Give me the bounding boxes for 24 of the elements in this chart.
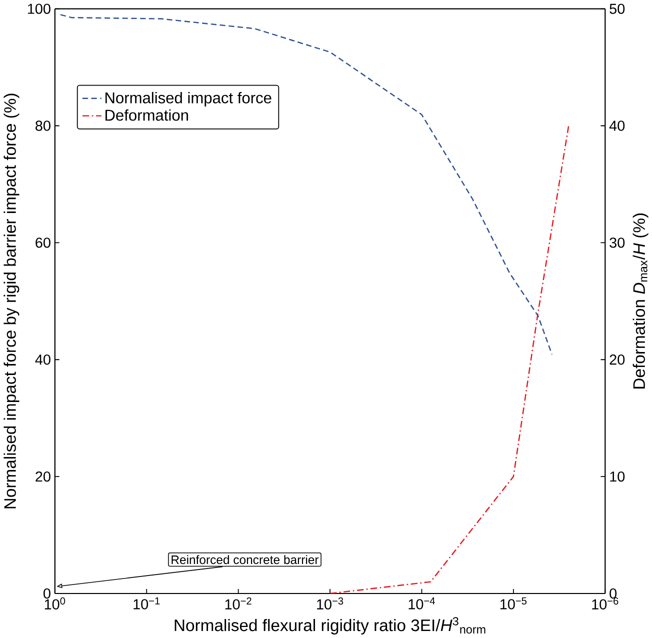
y2-tick-label: 40 [609,120,625,131]
y-tick-label: 80 [36,120,50,131]
y-tick-label: 100 [28,4,50,14]
legend-label: Normalised impact force [106,92,272,106]
y2-tick-label: 10 [610,471,625,482]
x-tick-label: 10$^{−3}$ [317,597,344,610]
x-tick-label: 10$^{−1}$ [134,597,160,610]
x-axis-title: Normalised flexural rigidity ratio 3EI/H$^{3}$norm [174,616,486,634]
y2-tick-label: 0 [610,588,617,598]
y-tick-label: 0 [44,588,50,598]
y-axis-title: Normalised impact force by rigid barrier impact force (%) [4,94,20,508]
y-tick-label: 20 [36,471,50,482]
x-tick-label: 10$^{−4}$ [408,597,435,610]
annotation: Reinforced concrete barrier [172,554,319,564]
x-tick-label: 10$^{−5}$ [500,597,527,610]
legend-label: Deformation [106,109,188,121]
y2-tick-label: 20 [610,354,625,365]
y-tick-label: 60 [36,237,50,248]
x-tick-label: 10$^{−2}$ [225,597,252,610]
x-tick-label: 10$^{−6}$ [592,597,618,610]
y2-axis-title: Deformation D$_{max}$/H (%) [632,213,648,388]
y2-tick-label: 30 [610,237,625,248]
y2-tick-label: 50 [610,4,625,14]
y-tick-label: 40 [35,354,50,365]
